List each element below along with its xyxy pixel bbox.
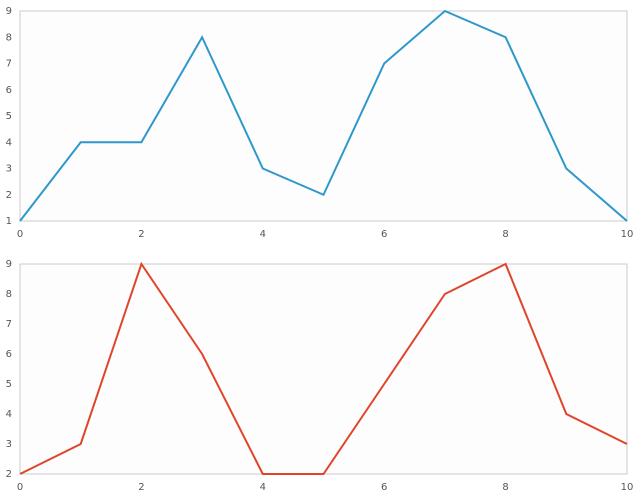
y-tick-label: 6 [6, 349, 12, 360]
y-tick-label: 7 [6, 319, 12, 330]
y-tick-label: 9 [6, 6, 12, 17]
y-tick-label: 2 [6, 190, 12, 201]
y-tick-label: 3 [6, 164, 12, 175]
x-tick-label: 10 [621, 482, 634, 493]
x-tick-label: 6 [381, 229, 387, 240]
x-tick-label: 2 [138, 229, 144, 240]
y-tick-label: 5 [6, 111, 12, 122]
y-tick-label: 5 [6, 379, 12, 390]
y-tick-label: 8 [6, 32, 12, 43]
y-tick-label: 4 [6, 409, 12, 420]
x-tick-label: 10 [621, 229, 634, 240]
x-tick-label: 6 [381, 482, 387, 493]
plot-frame [19, 263, 628, 475]
line [19, 9, 628, 222]
y-tick-label: 6 [6, 85, 12, 96]
x-tick-label: 4 [260, 482, 266, 493]
x-tick-label: 0 [17, 482, 23, 493]
y-tick-label: 7 [6, 59, 12, 70]
x-tick-label: 0 [17, 229, 23, 240]
y-tick-label: 2 [6, 469, 12, 480]
line [19, 261, 628, 475]
x-tick-label: 8 [502, 229, 508, 240]
plot-frame [19, 10, 628, 222]
y-tick-label: 1 [6, 216, 12, 227]
x-tick-label: 4 [260, 229, 266, 240]
y-tick-label: 3 [6, 439, 12, 450]
x-tick-label: 8 [502, 482, 508, 493]
y-tick-label: 8 [6, 289, 12, 300]
y-tick-label: 9 [6, 259, 12, 270]
y-tick-label: 4 [6, 137, 12, 148]
x-tick-label: 2 [138, 482, 144, 493]
